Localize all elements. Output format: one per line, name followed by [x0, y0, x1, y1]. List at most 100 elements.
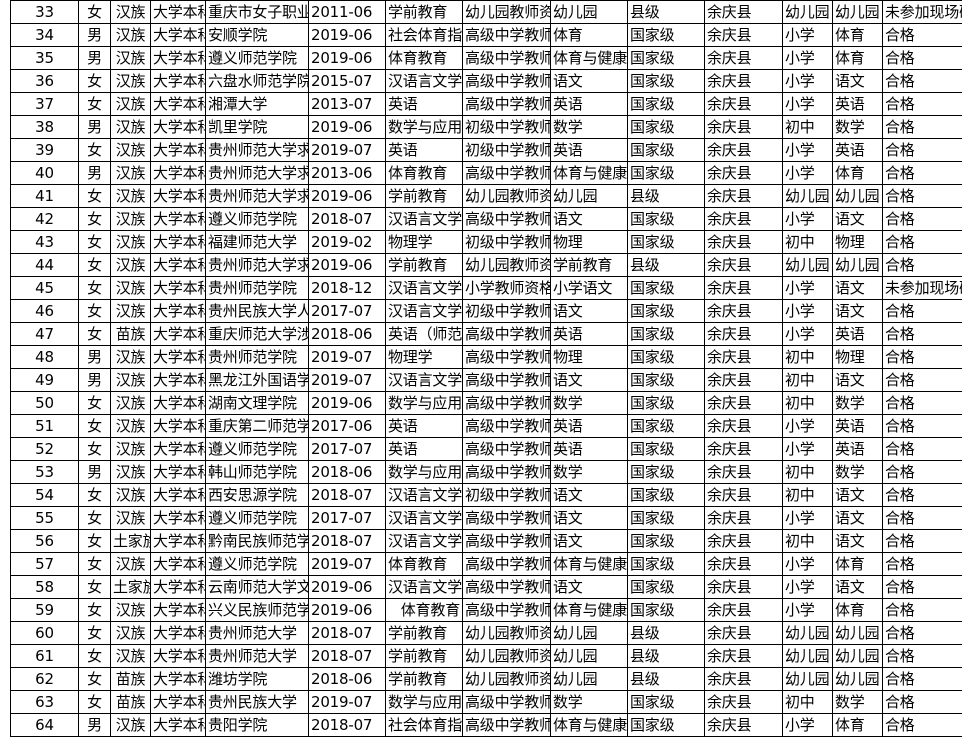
cell-level[interactable]: 国家级 [628, 139, 705, 162]
cell-eth[interactable]: 汉族 [111, 139, 151, 162]
cell-school[interactable]: 遵义师范学院 [206, 553, 309, 576]
cell-status[interactable]: 合格 [883, 599, 962, 622]
cell-subj[interactable]: 语文 [551, 507, 628, 530]
cell-grad[interactable]: 2019-06 [309, 116, 386, 139]
cell-level[interactable]: 国家级 [628, 346, 705, 369]
cell-sex[interactable]: 女 [79, 553, 111, 576]
cell-subj[interactable]: 体育与健康 [551, 599, 628, 622]
cell-stage[interactable]: 小学 [783, 24, 833, 47]
cell-subj[interactable]: 幼儿园 [551, 668, 628, 691]
cell-eth[interactable]: 汉族 [111, 645, 151, 668]
cell-sex[interactable]: 女 [79, 1, 111, 24]
cell-cert[interactable]: 高级中学教师资格 [463, 691, 551, 714]
cell-stage[interactable]: 小学 [783, 438, 833, 461]
cell-major[interactable]: 数学与应用数学 [386, 691, 463, 714]
cell-area[interactable]: 余庆县 [705, 576, 783, 599]
cell-eth[interactable]: 汉族 [111, 70, 151, 93]
cell-major[interactable]: 学前教育 [386, 668, 463, 691]
cell-sex[interactable]: 女 [79, 254, 111, 277]
cell-stage[interactable]: 初中 [783, 392, 833, 415]
cell-area[interactable]: 余庆县 [705, 139, 783, 162]
table-row[interactable]: 44女汉族大学本科贵州师范大学求是学院2019-06学前教育幼儿园教师资格学前教… [11, 254, 962, 277]
cell-status[interactable]: 未参加现场确认 [883, 1, 962, 24]
table-row[interactable]: 48男汉族大学本科贵州师范学院2019-07物理学高级中学教师资格物理国家级余庆… [11, 346, 962, 369]
cell-area[interactable]: 余庆县 [705, 254, 783, 277]
table-row[interactable]: 43女汉族大学本科福建师范大学2019-02物理学初级中学教师资格物理国家级余庆… [11, 231, 962, 254]
cell-disc[interactable]: 语文 [833, 484, 883, 507]
cell-sex[interactable]: 女 [79, 530, 111, 553]
cell-sex[interactable]: 男 [79, 369, 111, 392]
cell-edu[interactable]: 大学本科 [151, 185, 206, 208]
cell-cert[interactable]: 幼儿园教师资格 [463, 185, 551, 208]
cell-subj[interactable]: 语文 [551, 484, 628, 507]
cell-school[interactable]: 兴义民族师范学院 [206, 599, 309, 622]
cell-area[interactable]: 余庆县 [705, 530, 783, 553]
cell-area[interactable]: 余庆县 [705, 553, 783, 576]
cell-stage[interactable]: 初中 [783, 691, 833, 714]
cell-disc[interactable]: 英语 [833, 93, 883, 116]
cell-level[interactable]: 国家级 [628, 599, 705, 622]
table-row[interactable]: 35男汉族大学本科遵义师范学院2019-06体育教育高级中学教师资格体育与健康国… [11, 47, 962, 70]
cell-subj[interactable]: 英语 [551, 139, 628, 162]
cell-grad[interactable]: 2019-06 [309, 185, 386, 208]
cell-sex[interactable]: 男 [79, 24, 111, 47]
cell-level[interactable]: 县级 [628, 185, 705, 208]
cell-area[interactable]: 余庆县 [705, 47, 783, 70]
cell-grad[interactable]: 2018-07 [309, 622, 386, 645]
table-row[interactable]: 39女汉族大学本科贵州师范大学求是学院2019-07英语初级中学教师资格英语国家… [11, 139, 962, 162]
cell-edu[interactable]: 大学本科 [151, 599, 206, 622]
cell-stage[interactable]: 幼儿园 [783, 1, 833, 24]
cell-school[interactable]: 贵州师范学院 [206, 277, 309, 300]
cell-school[interactable]: 西安思源学院 [206, 484, 309, 507]
cell-disc[interactable]: 物理 [833, 346, 883, 369]
cell-cert[interactable]: 幼儿园教师资格 [463, 1, 551, 24]
cell-status[interactable]: 合格 [883, 714, 962, 737]
cell-area[interactable]: 余庆县 [705, 507, 783, 530]
cell-stage[interactable]: 初中 [783, 346, 833, 369]
cell-subj[interactable]: 英语 [551, 415, 628, 438]
cell-stage[interactable]: 初中 [783, 116, 833, 139]
cell-cert[interactable]: 幼儿园教师资格 [463, 645, 551, 668]
cell-no[interactable]: 63 [11, 691, 79, 714]
cell-edu[interactable]: 大学本科 [151, 668, 206, 691]
cell-school[interactable]: 贵州师范大学求是学院 [206, 185, 309, 208]
cell-no[interactable]: 60 [11, 622, 79, 645]
cell-cert[interactable]: 高级中学教师资格 [463, 369, 551, 392]
cell-subj[interactable]: 体育与健康 [551, 47, 628, 70]
cell-status[interactable]: 合格 [883, 162, 962, 185]
cell-edu[interactable]: 大学本科 [151, 323, 206, 346]
cell-no[interactable]: 37 [11, 93, 79, 116]
cell-edu[interactable]: 大学本科 [151, 691, 206, 714]
cell-stage[interactable]: 初中 [783, 530, 833, 553]
cell-grad[interactable]: 2019-07 [309, 369, 386, 392]
cell-stage[interactable]: 小学 [783, 47, 833, 70]
cell-no[interactable]: 50 [11, 392, 79, 415]
cell-status[interactable]: 合格 [883, 461, 962, 484]
cell-school[interactable]: 贵州师范大学求是学院 [206, 162, 309, 185]
cell-level[interactable]: 国家级 [628, 714, 705, 737]
cell-school[interactable]: 黑龙江外国语学院 [206, 369, 309, 392]
cell-no[interactable]: 49 [11, 369, 79, 392]
cell-status[interactable]: 合格 [883, 323, 962, 346]
cell-no[interactable]: 43 [11, 231, 79, 254]
cell-cert[interactable]: 高级中学教师资格 [463, 714, 551, 737]
table-row[interactable]: 54女汉族大学本科西安思源学院2018-07汉语言文学初级中学教师资格语文国家级… [11, 484, 962, 507]
cell-grad[interactable]: 2017-06 [309, 415, 386, 438]
cell-eth[interactable]: 汉族 [111, 254, 151, 277]
table-row[interactable]: 49男汉族大学本科黑龙江外国语学院2019-07汉语言文学高级中学教师资格语文国… [11, 369, 962, 392]
cell-major[interactable]: 英语 [386, 139, 463, 162]
cell-subj[interactable]: 学前教育 [551, 254, 628, 277]
cell-disc[interactable]: 英语 [833, 139, 883, 162]
cell-status[interactable]: 合格 [883, 668, 962, 691]
cell-school[interactable]: 重庆师范大学涉外商贸学院 [206, 323, 309, 346]
cell-cert[interactable]: 高级中学教师资格 [463, 599, 551, 622]
cell-major[interactable]: 汉语言文学 [386, 530, 463, 553]
cell-subj[interactable]: 幼儿园 [551, 1, 628, 24]
cell-eth[interactable]: 汉族 [111, 162, 151, 185]
cell-cert[interactable]: 初级中学教师资格 [463, 116, 551, 139]
cell-disc[interactable]: 体育 [833, 24, 883, 47]
cell-grad[interactable]: 2013-06 [309, 162, 386, 185]
cell-no[interactable]: 38 [11, 116, 79, 139]
cell-disc[interactable]: 语文 [833, 576, 883, 599]
cell-edu[interactable]: 大学本科 [151, 70, 206, 93]
